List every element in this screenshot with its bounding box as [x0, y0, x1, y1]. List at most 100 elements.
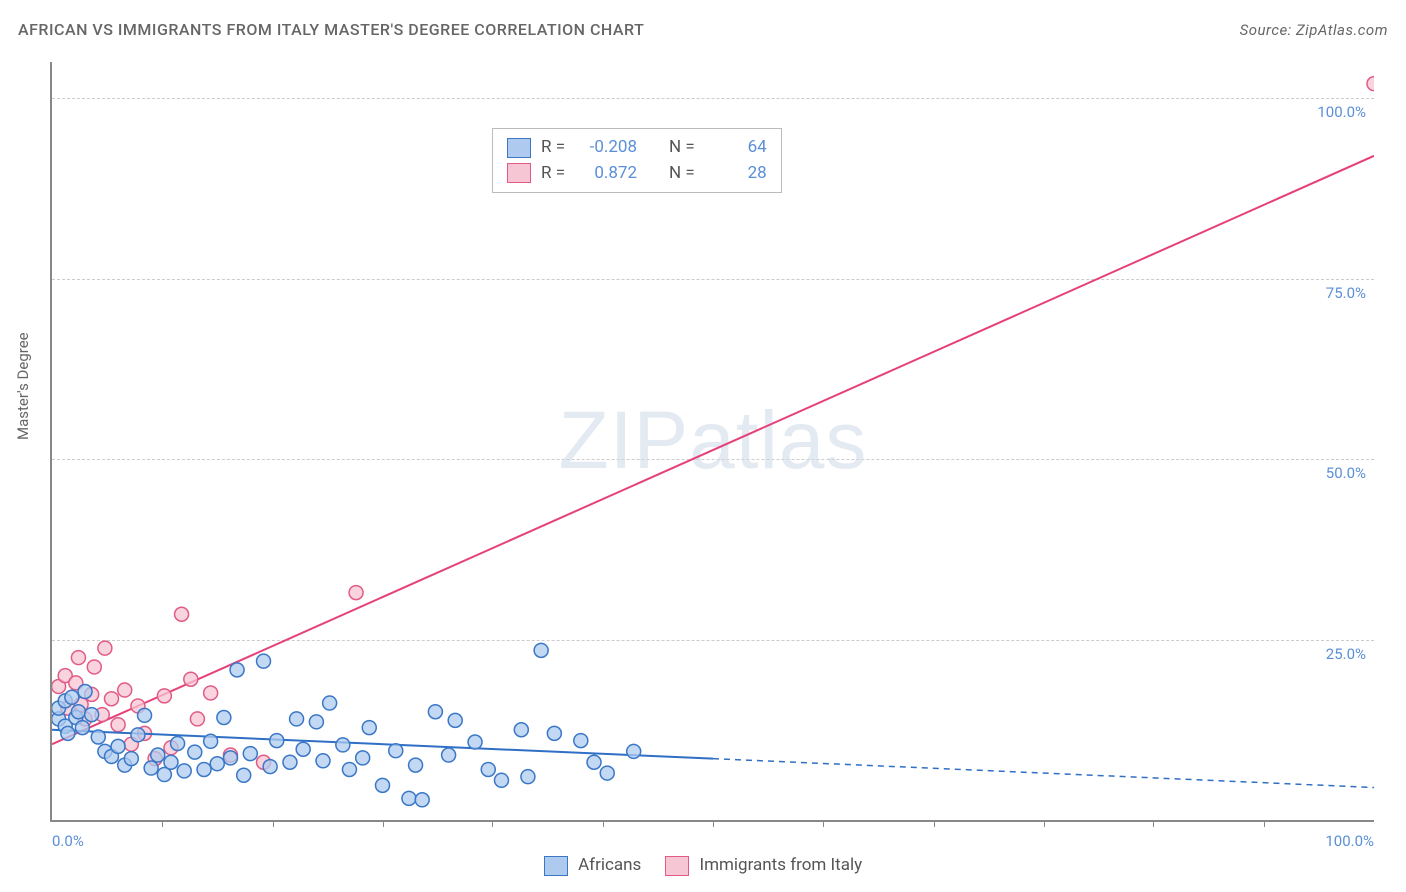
data-point-africans [309, 715, 323, 729]
data-point-italy [190, 712, 204, 726]
x-tick [492, 820, 493, 827]
data-point-africans [428, 705, 442, 719]
data-point-africans [547, 726, 561, 740]
data-point-africans [514, 723, 528, 737]
x-tick [383, 820, 384, 827]
x-tick [1044, 820, 1045, 827]
data-point-africans [257, 654, 271, 668]
x-tick [162, 820, 163, 827]
data-point-italy [111, 718, 125, 732]
x-tick [603, 820, 604, 827]
data-point-italy [204, 686, 218, 700]
x-tick [934, 820, 935, 827]
swatch-italy [507, 163, 531, 183]
data-point-africans [65, 690, 79, 704]
x-tick [273, 820, 274, 827]
data-point-africans [197, 762, 211, 776]
x-tick [823, 820, 824, 827]
data-point-africans [164, 755, 178, 769]
data-point-africans [448, 713, 462, 727]
data-point-italy [104, 692, 118, 706]
data-point-africans [237, 768, 251, 782]
data-point-italy [184, 672, 198, 686]
x-tick-label: 0.0% [52, 832, 84, 850]
data-point-africans [362, 721, 376, 735]
data-point-africans [144, 761, 158, 775]
legend-item-africans: Africans [544, 855, 641, 876]
source-label: Source: ZipAtlas.com [1240, 21, 1388, 39]
data-point-africans [151, 748, 165, 762]
data-point-africans [402, 791, 416, 805]
data-point-africans [85, 708, 99, 722]
data-point-africans [468, 735, 482, 749]
data-point-africans [61, 726, 75, 740]
data-point-africans [342, 762, 356, 776]
trend-line-italy [52, 156, 1374, 744]
data-point-africans [124, 752, 138, 766]
data-point-africans [600, 766, 614, 780]
data-point-africans [263, 760, 277, 774]
data-point-africans [217, 710, 231, 724]
data-point-africans [210, 757, 224, 771]
data-point-africans [283, 755, 297, 769]
data-point-africans [316, 754, 330, 768]
data-point-africans [138, 708, 152, 722]
correlation-legend: R = -0.208 N = 64 R = 0.872 N = 28 [492, 128, 782, 193]
data-point-italy [98, 641, 112, 655]
trend-line-ext-africans [713, 759, 1374, 788]
x-tick [713, 820, 714, 827]
data-point-africans [415, 793, 429, 807]
data-point-africans [376, 778, 390, 792]
data-point-africans [587, 755, 601, 769]
data-point-africans [78, 685, 92, 699]
data-point-africans [296, 742, 310, 756]
chart-title: AFRICAN VS IMMIGRANTS FROM ITALY MASTER'… [18, 20, 644, 39]
data-point-italy [87, 660, 101, 674]
data-point-italy [349, 586, 363, 600]
data-point-africans [91, 730, 105, 744]
data-point-africans [71, 705, 85, 719]
data-point-africans [494, 773, 508, 787]
data-point-africans [521, 770, 535, 784]
data-point-italy [71, 651, 85, 665]
swatch-italy-icon [665, 856, 689, 876]
data-point-italy [118, 683, 132, 697]
data-point-africans [574, 734, 588, 748]
x-tick-label: 100.0% [1325, 832, 1374, 850]
data-point-africans [389, 744, 403, 758]
series-legend: Africans Immigrants from Italy [0, 855, 1406, 876]
x-tick [1153, 820, 1154, 827]
data-point-africans [75, 721, 89, 735]
data-point-africans [481, 762, 495, 776]
data-point-africans [290, 712, 304, 726]
legend-item-italy: Immigrants from Italy [665, 855, 862, 876]
data-point-italy [157, 689, 171, 703]
data-point-africans [270, 734, 284, 748]
data-point-africans [223, 751, 237, 765]
data-point-africans [409, 758, 423, 772]
data-point-africans [243, 747, 257, 761]
data-point-italy [175, 607, 189, 621]
title-bar: AFRICAN VS IMMIGRANTS FROM ITALY MASTER'… [18, 20, 1388, 39]
data-point-africans [336, 738, 350, 752]
data-point-italy [1367, 77, 1374, 91]
swatch-africans [507, 138, 531, 158]
data-point-africans [111, 739, 125, 753]
data-point-africans [230, 663, 244, 677]
swatch-africans-icon [544, 856, 568, 876]
legend-row-africans: R = -0.208 N = 64 [507, 135, 767, 161]
data-point-africans [177, 764, 191, 778]
data-point-africans [131, 728, 145, 742]
data-point-africans [356, 751, 370, 765]
data-point-africans [627, 744, 641, 758]
data-point-africans [188, 745, 202, 759]
y-axis-label: Master's Degree [14, 332, 32, 440]
data-point-africans [323, 696, 337, 710]
x-tick [1264, 820, 1265, 827]
data-point-africans [442, 748, 456, 762]
legend-row-italy: R = 0.872 N = 28 [507, 161, 767, 187]
data-point-africans [204, 734, 218, 748]
plot-area: ZIPatlas 25.0%50.0%75.0%100.0% 0.0%100.0… [50, 62, 1374, 822]
data-point-africans [171, 736, 185, 750]
data-point-africans [534, 643, 548, 657]
